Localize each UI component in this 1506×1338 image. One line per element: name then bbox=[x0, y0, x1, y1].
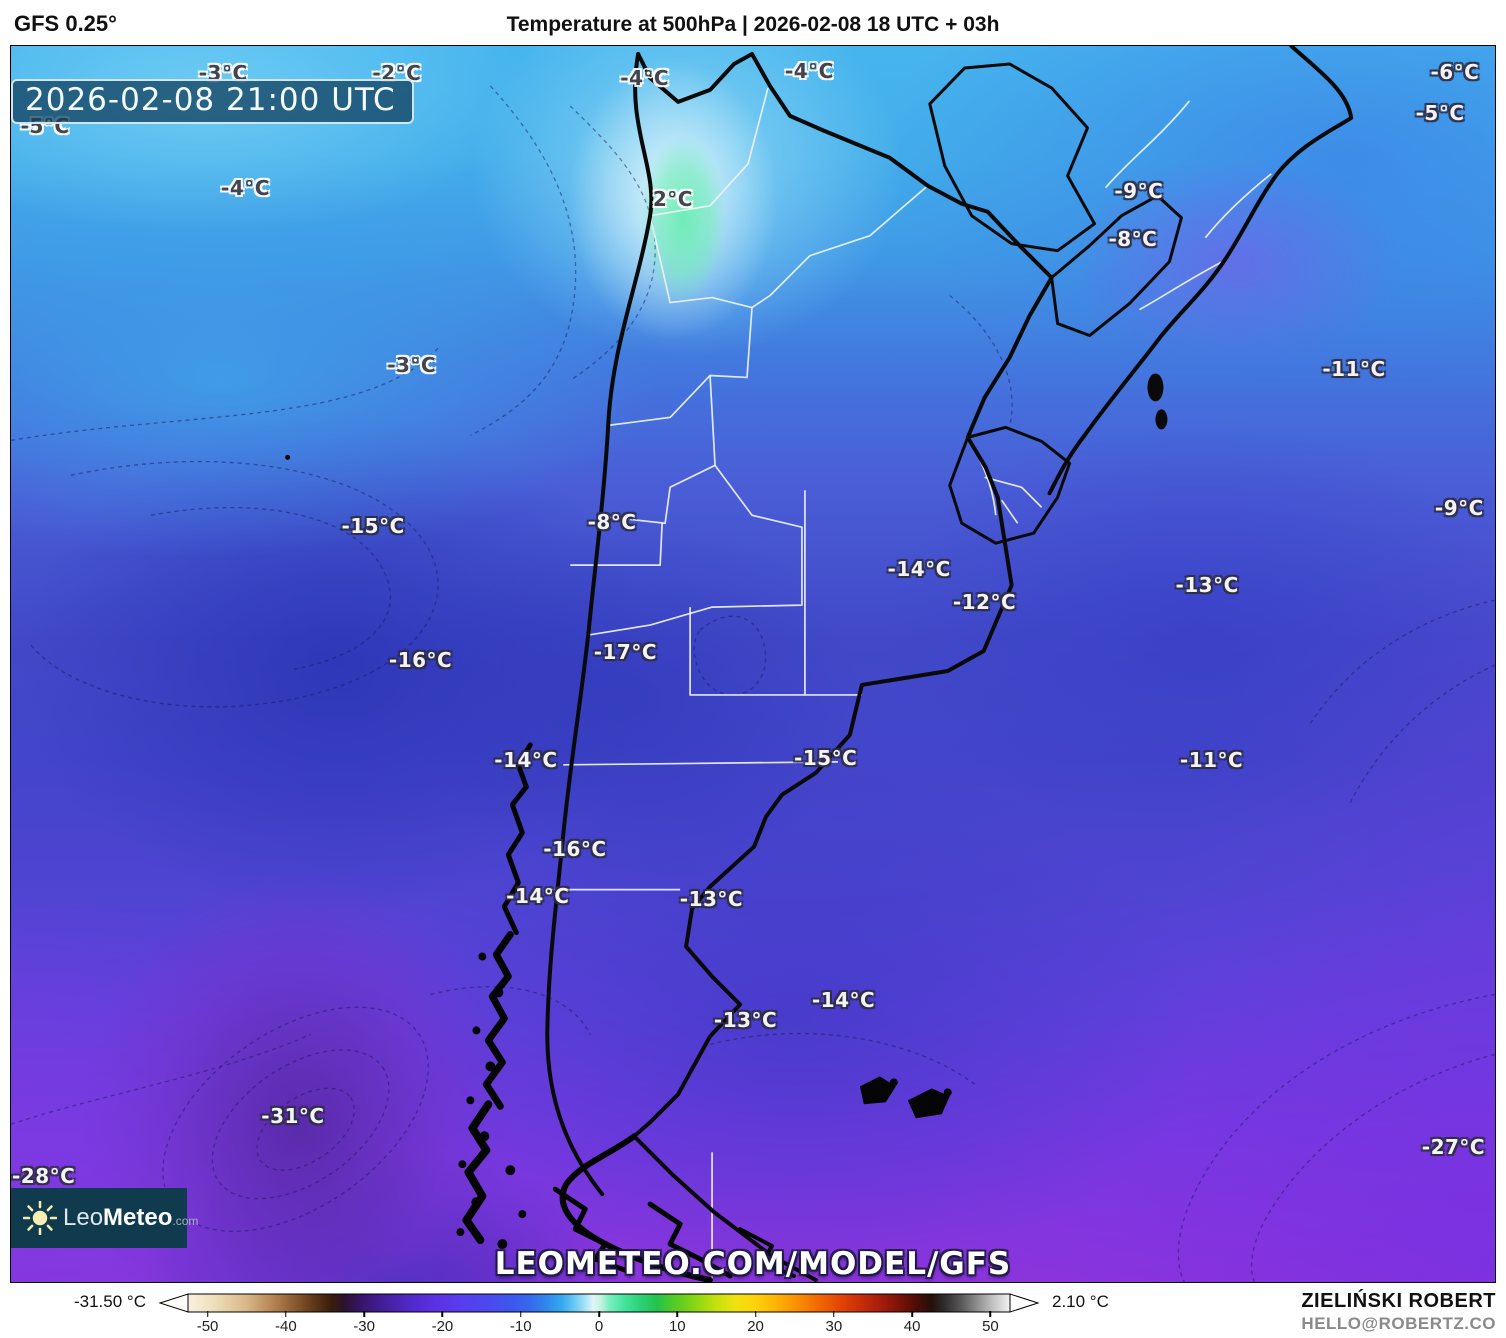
map-lines-layer bbox=[11, 46, 1495, 1282]
country-borders bbox=[285, 46, 1354, 1282]
temp-label: -17°C bbox=[593, 639, 658, 664]
timestamp-text: 2026-02-08 21:00 UTC bbox=[25, 82, 396, 118]
temp-label: -15°C bbox=[794, 745, 858, 770]
temp-label: 2°C bbox=[652, 187, 693, 212]
colorbar-tickmark bbox=[989, 1311, 992, 1317]
temp-label: -12°C bbox=[952, 590, 1017, 615]
colorbar-tickmark bbox=[363, 1311, 365, 1317]
temp-label: -9°C bbox=[1434, 496, 1484, 521]
colorbar-tick-label: -30 bbox=[353, 1318, 375, 1335]
temp-label: -14°C bbox=[494, 748, 558, 773]
temp-label: -16°C bbox=[543, 837, 607, 862]
temp-label: -14°C bbox=[887, 556, 951, 581]
temp-label: -31°C bbox=[261, 1104, 325, 1129]
temp-label: -13°C bbox=[1175, 572, 1239, 597]
temp-label: -14°C bbox=[811, 988, 876, 1013]
colorbar: -50 -40 -30 -20 -10 0 10 20 30 40 50 -31.50 °C 2.1… bbox=[74, 1291, 1109, 1337]
colorbar-tick-label: -40 bbox=[275, 1318, 297, 1335]
colorbar-tickmark bbox=[519, 1311, 522, 1317]
temp-label: -13°C bbox=[713, 1007, 778, 1032]
colorbar-tickmark bbox=[441, 1311, 444, 1317]
temp-label: -3°C bbox=[387, 352, 437, 377]
colorbar-tickmark bbox=[598, 1311, 600, 1317]
leometeo-logo: LeoMeteo.com bbox=[11, 1188, 198, 1248]
temp-label: -6°C bbox=[1430, 59, 1480, 84]
weather-map: -3°C -2°C -4°C -4°C -6°C -5°C -5°C -4°C -9°C -8°C… bbox=[10, 45, 1496, 1283]
temp-label: -14°C bbox=[506, 884, 570, 909]
contour-lines bbox=[11, 85, 1495, 1282]
model-name: GFS 0.25° bbox=[14, 11, 117, 36]
colorbar-max-label: 2.10 °C bbox=[1052, 1292, 1109, 1311]
colorbar-tick-label: 20 bbox=[747, 1318, 764, 1335]
logo-part1: Leo bbox=[63, 1204, 104, 1231]
colorbar-tickmark bbox=[206, 1311, 209, 1317]
temp-label: -11°C bbox=[1322, 356, 1386, 381]
islands bbox=[859, 1076, 952, 1119]
colorbar-min-label: -31.50 °C bbox=[73, 1292, 146, 1311]
colorbar-tick-label: 50 bbox=[982, 1318, 999, 1335]
temp-label: -8°C bbox=[1108, 226, 1158, 251]
sun-icon bbox=[23, 1201, 57, 1235]
page-title: Temperature at 500hPa | 2026-02-08 18 UT… bbox=[506, 13, 1000, 36]
credit-email: HELLO@ROBERTZ.CO bbox=[1301, 1314, 1496, 1333]
temp-label: -16°C bbox=[388, 648, 453, 673]
temp-label: -13°C bbox=[679, 886, 744, 911]
colorbar-tick-label: 10 bbox=[668, 1318, 686, 1335]
temp-label: -28°C bbox=[11, 1163, 76, 1188]
fjord-islands bbox=[456, 952, 527, 1250]
watermark: LEOMETEO.COM/MODEL/GFS bbox=[494, 1246, 1012, 1282]
temp-label: -4°C bbox=[221, 176, 270, 201]
colorbar-tick-label: 0 bbox=[594, 1318, 604, 1335]
credit-author: ZIELIŃSKI ROBERT bbox=[1301, 1290, 1496, 1312]
temp-label: -15°C bbox=[341, 513, 405, 538]
colorbar-tickmark bbox=[676, 1311, 679, 1317]
colorbar-tick-label: 40 bbox=[903, 1318, 921, 1335]
province-borders bbox=[547, 87, 1272, 1282]
colorbar-tick-label: -20 bbox=[431, 1318, 454, 1335]
colorbar-tick-label: -10 bbox=[509, 1318, 532, 1335]
temp-label: -8°C bbox=[587, 509, 637, 534]
temp-label: -11°C bbox=[1179, 748, 1244, 773]
temp-label: -27°C bbox=[1421, 1135, 1486, 1160]
logo-part2: Meteo bbox=[103, 1204, 173, 1231]
colorbar-tickmark bbox=[285, 1311, 287, 1317]
temp-label: -5°C bbox=[1415, 100, 1465, 125]
colorbar-tickmark bbox=[911, 1311, 913, 1317]
logo-suffix: .com bbox=[172, 1214, 199, 1228]
colorbar-tickmark bbox=[754, 1311, 757, 1317]
timestamp-box: 2026-02-08 21:00 UTC bbox=[11, 79, 414, 124]
temp-label: -9°C bbox=[1114, 178, 1164, 203]
colorbar-tickmark bbox=[833, 1311, 835, 1317]
logo-text: LeoMeteo.com bbox=[63, 1204, 198, 1232]
colorbar-tick-label: -50 bbox=[196, 1318, 219, 1335]
temp-label: -4°C bbox=[784, 58, 834, 83]
temp-label: -4°C bbox=[620, 66, 670, 91]
colorbar-tick-label: 30 bbox=[825, 1318, 843, 1335]
